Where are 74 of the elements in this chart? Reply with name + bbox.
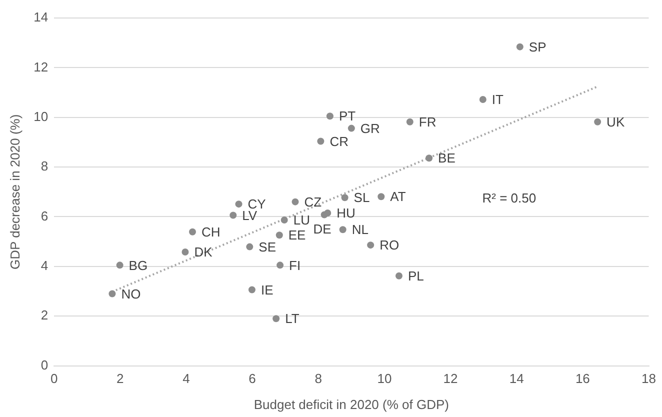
annotation: PL bbox=[408, 268, 424, 284]
y-tick-label: 10 bbox=[34, 108, 48, 124]
annotation: SE bbox=[258, 239, 276, 254]
x-axis-title: Budget deficit in 2020 (% of GDP) bbox=[254, 396, 449, 412]
x-tick-label: 10 bbox=[377, 371, 392, 386]
x-tick-label: 4 bbox=[182, 371, 190, 386]
y-tick-label: 8 bbox=[40, 158, 48, 174]
x-tick-label: 2 bbox=[116, 371, 124, 386]
annotation: FI bbox=[289, 258, 301, 273]
point bbox=[378, 193, 385, 200]
point bbox=[348, 124, 355, 132]
x-tick-label: 14 bbox=[509, 371, 524, 386]
y-tick-label: 2 bbox=[40, 308, 48, 323]
point bbox=[516, 43, 524, 50]
point bbox=[188, 228, 196, 236]
annotation: NO bbox=[121, 286, 141, 302]
point bbox=[367, 242, 374, 249]
y-tick-label: 0 bbox=[40, 357, 48, 372]
point bbox=[272, 315, 280, 322]
point bbox=[276, 232, 283, 239]
annotation: LU bbox=[293, 212, 310, 228]
point bbox=[248, 286, 256, 294]
annotation: NL bbox=[352, 222, 368, 238]
point bbox=[341, 194, 348, 202]
x-tick-label: 18 bbox=[642, 371, 656, 386]
annotation: DK bbox=[194, 244, 213, 260]
point bbox=[326, 112, 334, 120]
annotation: CH bbox=[201, 224, 220, 240]
x-tick-label: 6 bbox=[248, 371, 256, 386]
point bbox=[292, 198, 299, 206]
point bbox=[395, 272, 402, 280]
point bbox=[594, 118, 602, 126]
point bbox=[182, 248, 189, 256]
y-tick-label: 6 bbox=[40, 208, 48, 224]
annotation: BG bbox=[128, 258, 148, 273]
x-tick-label: 0 bbox=[50, 371, 58, 386]
x-tick-label: 12 bbox=[443, 371, 458, 386]
annotation: CZ bbox=[304, 194, 322, 210]
annotation: HU bbox=[336, 206, 356, 221]
annotation: R² = 0.50 bbox=[482, 190, 536, 206]
annotation: BE bbox=[438, 150, 456, 166]
y-tick-label: 4 bbox=[40, 258, 48, 274]
point bbox=[479, 96, 486, 103]
point bbox=[320, 211, 328, 218]
annotation: PT bbox=[338, 108, 356, 124]
annotation: CR bbox=[330, 134, 348, 149]
x-tick-label: 16 bbox=[575, 371, 590, 386]
annotation: FR bbox=[418, 114, 436, 130]
annotation: UK bbox=[606, 114, 625, 130]
annotation: LT bbox=[285, 311, 300, 326]
annotation: EE bbox=[288, 228, 306, 243]
point bbox=[276, 262, 284, 269]
annotation: SL bbox=[354, 190, 370, 206]
annotation: RO bbox=[380, 238, 400, 253]
point bbox=[235, 200, 242, 208]
point bbox=[406, 118, 414, 126]
annotation: GR bbox=[360, 120, 380, 136]
annotation: SP bbox=[528, 39, 546, 54]
point bbox=[317, 138, 324, 145]
annotation: IT bbox=[492, 92, 504, 108]
point bbox=[426, 154, 433, 162]
point bbox=[280, 216, 288, 224]
point bbox=[108, 290, 116, 298]
point bbox=[116, 262, 124, 269]
annotation: AT bbox=[390, 189, 406, 204]
y-tick-label: 12 bbox=[34, 59, 48, 74]
point bbox=[246, 243, 254, 250]
y-tick-label: 14 bbox=[34, 10, 48, 25]
x-tick-label: 8 bbox=[314, 371, 322, 386]
annotation: DE bbox=[313, 221, 332, 236]
y-axis-title: GDP decrease in 2020 (%) bbox=[7, 114, 22, 270]
annotation: IE bbox=[260, 282, 274, 298]
point bbox=[230, 212, 237, 219]
point bbox=[339, 226, 346, 234]
